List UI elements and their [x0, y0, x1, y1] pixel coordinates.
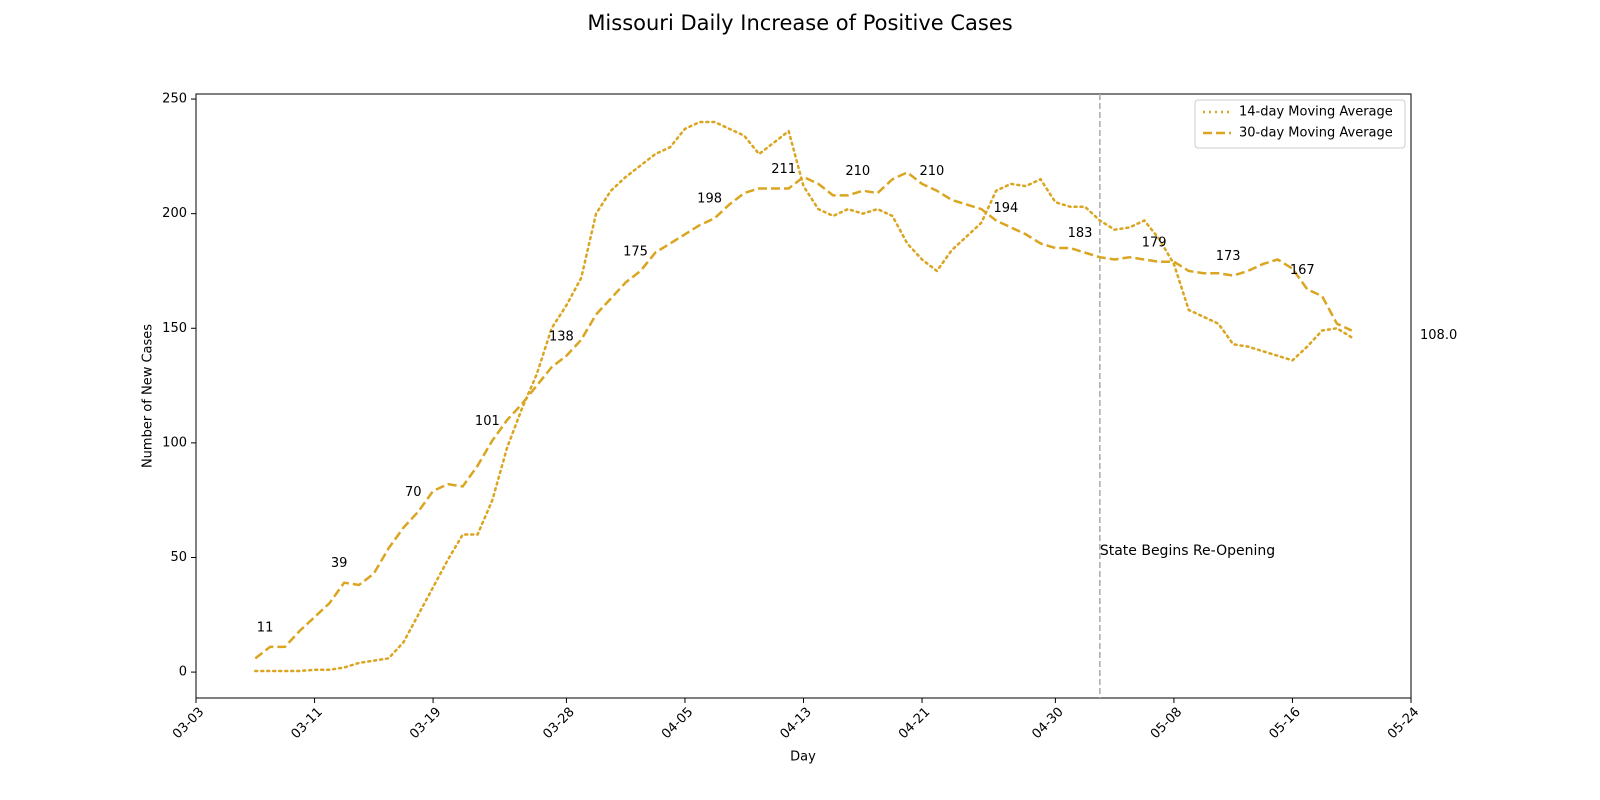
y-tick-label: 50	[170, 550, 187, 565]
x-tick-label: 05-08	[1148, 705, 1185, 742]
data-label: 39	[331, 556, 348, 571]
x-tick-label: 03-28	[540, 705, 577, 742]
y-tick-label: 250	[162, 92, 187, 107]
chart-title: Missouri Daily Increase of Positive Case…	[587, 11, 1012, 35]
data-label: 167	[1290, 263, 1315, 278]
x-tick-label: 03-19	[407, 705, 444, 742]
data-label: 194	[994, 201, 1019, 216]
x-tick-label: 03-11	[289, 705, 326, 742]
data-label: 210	[845, 164, 870, 179]
data-label: 179	[1142, 235, 1167, 250]
x-tick-label: 04-21	[896, 705, 933, 742]
x-tick-label: 05-16	[1266, 705, 1303, 742]
data-label: 70	[405, 485, 422, 500]
legend-label: 14-day Moving Average	[1239, 105, 1393, 120]
x-tick-label: 05-24	[1385, 705, 1422, 742]
end-label: 108.0	[1420, 328, 1457, 343]
legend-label: 30-day Moving Average	[1239, 126, 1393, 141]
reopening-label: State Begins Re-Opening	[1100, 543, 1275, 559]
y-tick-label: 200	[162, 206, 187, 221]
y-axis-label: Number of New Cases	[141, 324, 156, 468]
data-label: 211	[771, 162, 796, 177]
x-tick-label: 04-13	[777, 705, 814, 742]
x-tick-label: 04-30	[1029, 705, 1066, 742]
y-tick-label: 150	[162, 321, 187, 336]
data-label: 210	[919, 164, 944, 179]
x-tick-label: 03-03	[170, 705, 207, 742]
y-tick-label: 0	[179, 665, 187, 680]
series-line	[254, 120, 1353, 673]
x-axis-label: Day	[790, 750, 816, 765]
series-line	[254, 170, 1353, 660]
data-label: 183	[1068, 226, 1093, 241]
data-label: 175	[623, 244, 648, 259]
data-label: 173	[1216, 249, 1241, 264]
x-tick-label: 04-05	[659, 705, 696, 742]
data-label: 101	[475, 414, 500, 429]
data-label: 11	[257, 620, 274, 635]
data-label: 138	[549, 329, 574, 344]
legend-box	[1194, 99, 1406, 149]
y-tick-label: 100	[162, 435, 187, 450]
data-label: 198	[697, 192, 722, 207]
